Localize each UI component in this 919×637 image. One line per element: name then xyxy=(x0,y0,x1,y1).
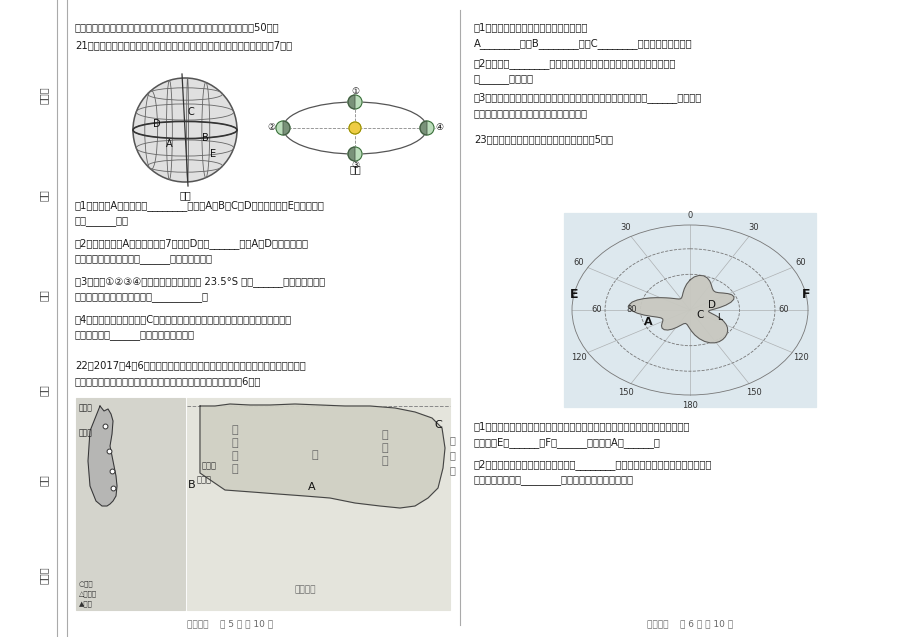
Text: 地理试题    第 6 页 共 10 页: 地理试题 第 6 页 共 10 页 xyxy=(646,619,732,628)
Text: （1）写出图中字母代表的地理事物名称：: （1）写出图中字母代表的地理事物名称： xyxy=(473,22,588,32)
Text: C: C xyxy=(187,107,194,117)
Circle shape xyxy=(276,121,289,135)
Text: 120: 120 xyxy=(792,353,808,362)
Text: 公转轨道上的______（填序号）处附近。: 公转轨道上的______（填序号）处附近。 xyxy=(75,330,195,340)
Text: D: D xyxy=(153,119,161,129)
Text: 大: 大 xyxy=(232,425,238,435)
Text: 山: 山 xyxy=(232,451,238,461)
Bar xyxy=(187,398,449,610)
Polygon shape xyxy=(199,404,445,508)
Text: A: A xyxy=(165,139,172,149)
Text: B: B xyxy=(201,133,208,143)
Text: 80: 80 xyxy=(626,306,637,315)
Text: 180: 180 xyxy=(681,401,698,410)
Text: E: E xyxy=(210,149,216,159)
Text: ▲山脉: ▲山脉 xyxy=(79,600,93,606)
Text: 地理试题    第 5 页 共 10 页: 地理试题 第 5 页 共 10 页 xyxy=(187,619,273,628)
Text: ②: ② xyxy=(267,124,275,132)
Text: 120: 120 xyxy=(571,353,586,362)
Text: 姓名: 姓名 xyxy=(39,289,49,301)
Text: E: E xyxy=(569,289,578,301)
Text: ④: ④ xyxy=(435,124,443,132)
Text: 座位号: 座位号 xyxy=(39,86,49,104)
Wedge shape xyxy=(347,95,355,109)
Text: A: A xyxy=(308,482,315,492)
Text: F: F xyxy=(800,289,810,301)
Text: ①: ① xyxy=(350,87,358,96)
Text: 二、综合题：（请将正确答案按要求写在答题卡对应位置上，本题偂50分）: 二、综合题：（请将正确答案按要求写在答题卡对应位置上，本题偂50分） xyxy=(75,22,279,32)
Circle shape xyxy=(348,122,360,134)
Text: 和______化生产。: 和______化生产。 xyxy=(473,74,533,84)
Wedge shape xyxy=(347,147,355,161)
Text: （2）图乙中，当A地为一年中的7月时，D地为______季，A、D两地同一时期: （2）图乙中，当A地为一年中的7月时，D地为______季，A、D两地同一时期 xyxy=(75,238,309,249)
Text: ○城市: ○城市 xyxy=(79,580,94,587)
Text: 东南的硬谷，成为美国高新技术产业中心。: 东南的硬谷，成为美国高新技术产业中心。 xyxy=(473,108,587,118)
Text: 0: 0 xyxy=(686,210,692,220)
Text: 旧金山: 旧金山 xyxy=(79,403,93,412)
Text: 图甲: 图甲 xyxy=(179,190,190,200)
Text: （2）美国的________（地形类型）面积广大，这有利于农业的机械化: （2）美国的________（地形类型）面积广大，这有利于农业的机械化 xyxy=(473,58,675,69)
Text: 150: 150 xyxy=(618,388,633,397)
Text: 的是______点。: 的是______点。 xyxy=(75,216,129,226)
Wedge shape xyxy=(420,121,426,135)
Circle shape xyxy=(133,78,237,182)
Text: 30: 30 xyxy=(620,223,630,233)
Text: 30: 30 xyxy=(748,223,758,233)
Text: 150: 150 xyxy=(745,388,761,397)
Text: ③: ③ xyxy=(350,161,358,169)
Text: 60: 60 xyxy=(573,258,584,267)
Wedge shape xyxy=(283,121,289,135)
Text: 23、读「南极地区图」，回答下列问题：（5分）: 23、读「南极地区图」，回答下列问题：（5分） xyxy=(473,134,612,144)
Text: 脉: 脉 xyxy=(232,464,238,474)
Text: 时，赤峰市的昼夜长短情况是__________。: 时，赤峰市的昼夜长短情况是__________。 xyxy=(75,292,209,302)
Text: 21、读「经纬网图甲和地球公转运动的二分二至日图乙」，回答问题：（7分）: 21、读「经纬网图甲和地球公转运动的二分二至日图乙」，回答问题：（7分） xyxy=(75,40,292,50)
Text: 同美国总统特朗普举行中美会晊。结合下图，回答下列问题：（6分）: 同美国总统特朗普举行中美会晊。结合下图，回答下列问题：（6分） xyxy=(75,376,261,386)
Text: 围的大洋E是______，F是______，科考站A是______。: 围的大洋E是______，F是______，科考站A是______。 xyxy=(473,437,660,448)
Circle shape xyxy=(347,147,361,161)
Text: B: B xyxy=(188,480,196,490)
Text: （2）南极大陆素有「冰雪高原」、「________」、「风库」之称，环境极其恶劣，: （2）南极大陆素有「冰雪高原」、「________」、「风库」之称，环境极其恶劣… xyxy=(473,459,711,470)
Text: 洛杉矶: 洛杉矶 xyxy=(197,475,211,484)
Text: 洋: 洋 xyxy=(448,465,454,475)
Text: 旧金山: 旧金山 xyxy=(202,461,217,470)
Text: 学校: 学校 xyxy=(39,474,49,486)
Bar xyxy=(76,398,185,610)
Text: 墓西哥湾: 墓西哥湾 xyxy=(294,585,315,594)
Text: 60: 60 xyxy=(777,306,788,315)
Text: △科考站: △科考站 xyxy=(79,590,97,597)
Circle shape xyxy=(420,121,434,135)
Text: A: A xyxy=(643,317,652,327)
Text: 22、2017年4月6日，国家主席习近平乘专机抄达美国佛罗里达州，在海湖庄园: 22、2017年4月6日，国家主席习近平乘专机抄达美国佛罗里达州，在海湖庄园 xyxy=(75,360,305,370)
Text: （1）图甲中A点的经度是________，图中A、B、C、D四点中，位于E点西南方向: （1）图甲中A点的经度是________，图中A、B、C、D四点中，位于E点西南… xyxy=(75,200,324,211)
Text: 考号: 考号 xyxy=(39,189,49,201)
Bar xyxy=(563,213,815,407)
Polygon shape xyxy=(629,275,733,343)
Text: 但仍有生命存在。________就是南极大陆的真正主人。: 但仍有生命存在。________就是南极大陆的真正主人。 xyxy=(473,475,633,485)
Text: 大: 大 xyxy=(448,435,454,445)
Text: 60: 60 xyxy=(795,258,805,267)
Text: 旗县区: 旗县区 xyxy=(39,566,49,584)
Text: A________河，B________洋，C________（美国最大城市）。: A________河，B________洋，C________（美国最大城市）。 xyxy=(473,38,692,49)
Text: 60: 60 xyxy=(591,306,601,315)
Text: 中: 中 xyxy=(381,430,388,440)
Text: （3）目前，美国经济增长主要得益于高新技术产业的发展。位于______（城市）: （3）目前，美国经济增长主要得益于高新技术产业的发展。位于______（城市） xyxy=(473,92,701,103)
Text: 图乙: 图乙 xyxy=(348,164,360,174)
Text: D: D xyxy=(708,300,715,310)
Text: 班级: 班级 xyxy=(39,384,49,396)
Text: （4）当太阳直射点在图甲C点所在的纬线上，并且向北移动时，则地球处在图乙: （4）当太阳直射点在图甲C点所在的纬线上，并且向北移动时，则地球处在图乙 xyxy=(75,314,292,324)
Text: （1）南极洲是一块陆地，周围却是一片汪洋，给地球带来神秘色彩，南极大陆周: （1）南极洲是一块陆地，周围却是一片汪洋，给地球带来神秘色彩，南极大陆周 xyxy=(473,421,689,431)
Text: 西: 西 xyxy=(448,450,454,460)
Text: 平: 平 xyxy=(381,443,388,453)
Text: C: C xyxy=(434,420,441,430)
Text: 基: 基 xyxy=(232,438,238,448)
Circle shape xyxy=(347,95,361,109)
Text: 洛杉矶: 洛杉矶 xyxy=(79,428,93,437)
Text: L: L xyxy=(717,313,721,322)
Text: （3）图乙①②③④四个位置中，太阳直射 23.5°S 的是______（填序号），此: （3）图乙①②③④四个位置中，太阳直射 23.5°S 的是______（填序号）… xyxy=(75,276,324,287)
Polygon shape xyxy=(88,406,117,506)
Text: C: C xyxy=(696,310,703,320)
Text: 原: 原 xyxy=(312,450,318,460)
Text: 原: 原 xyxy=(381,456,388,466)
Text: 季节相反，是由于地球的______转运动造成的。: 季节相反，是由于地球的______转运动造成的。 xyxy=(75,254,213,264)
